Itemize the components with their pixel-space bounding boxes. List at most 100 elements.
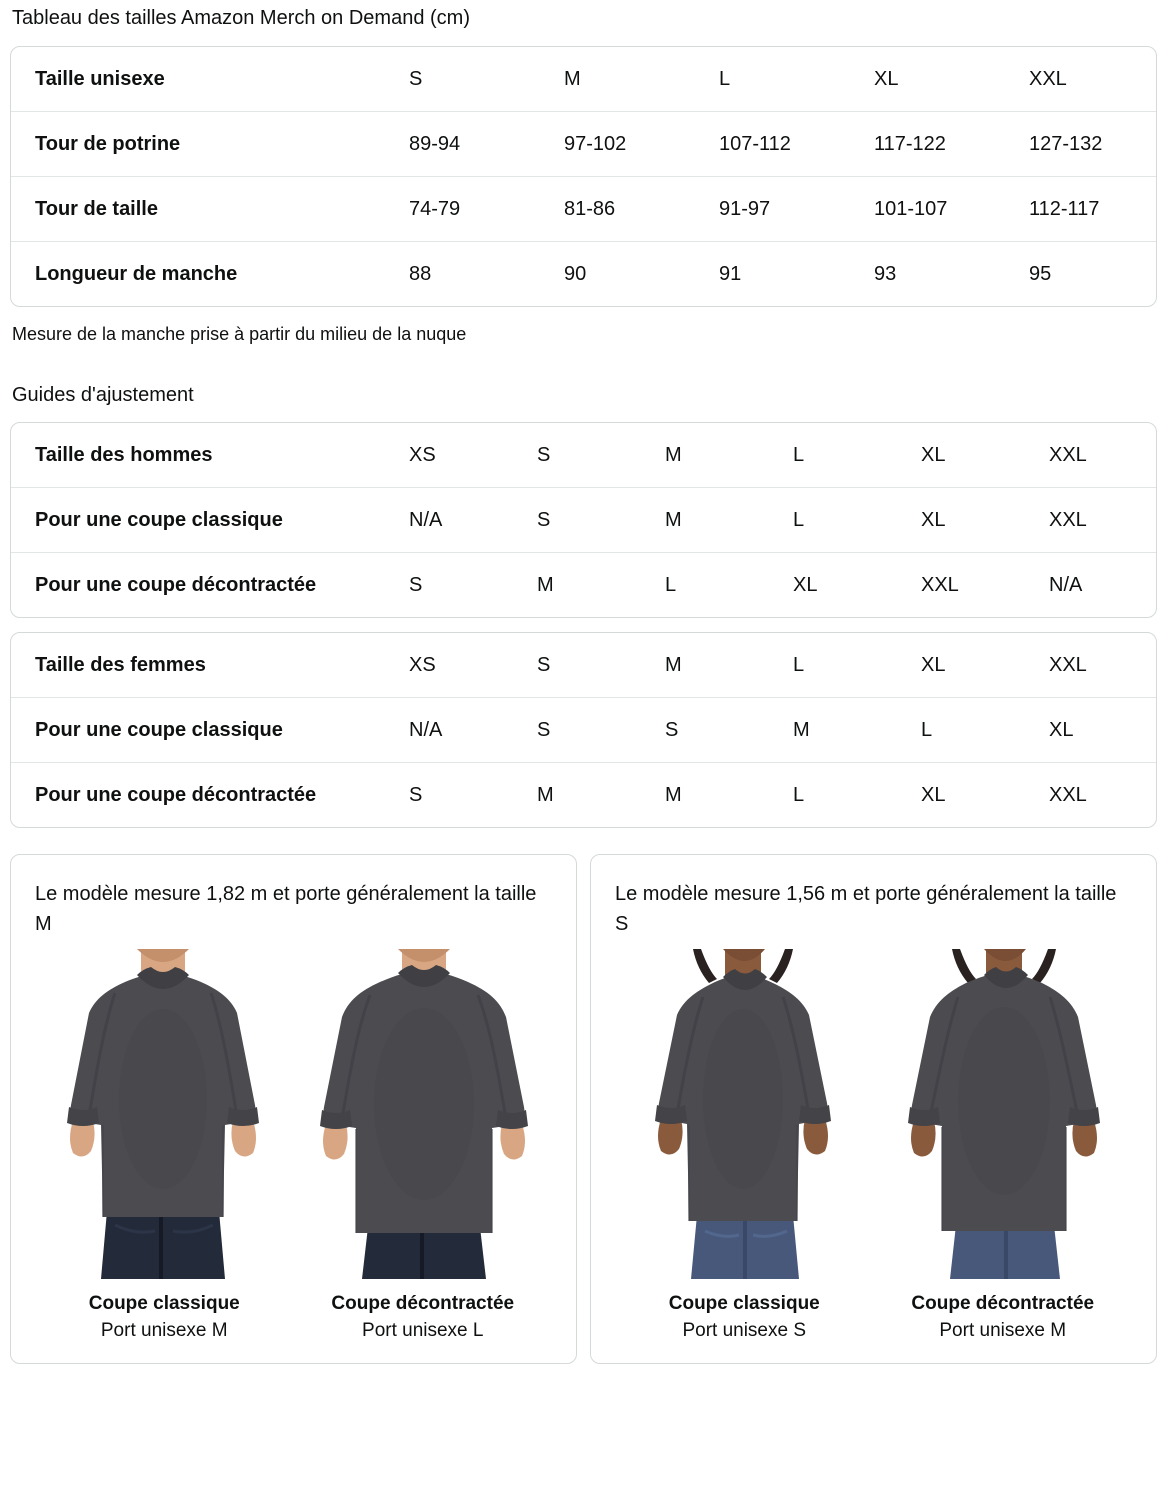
row-header-unisex-size: Taille unisexe	[35, 68, 165, 90]
table-row: Taille unisexe S M L XL XXL	[11, 47, 1156, 112]
cell: 101-107	[874, 176, 1029, 242]
size-chart-page: Tableau des tailles Amazon Merch on Dema…	[10, 7, 1157, 1364]
cell: L	[665, 552, 793, 617]
cell: XS	[409, 654, 436, 676]
cell: 93	[874, 241, 1029, 306]
cell: 81-86	[564, 176, 719, 242]
cell: 91-97	[719, 176, 874, 242]
cell: N/A	[409, 487, 537, 553]
mens-classic-fit-label-group: Coupe classique Port unisexe M	[35, 1291, 294, 1345]
cell: M	[665, 487, 793, 553]
model-cards-row: Le modèle mesure 1,82 m et porte général…	[10, 854, 1157, 1364]
cell: 74-79	[409, 176, 564, 242]
cell: XL	[793, 552, 921, 617]
row-header-mens-relaxed-fit: Pour une coupe décontractée	[11, 552, 409, 617]
cell: XS	[409, 444, 436, 466]
cell: 88	[409, 241, 564, 306]
cell: M	[537, 762, 665, 827]
womens-model-card: Le modèle mesure 1,56 m et porte général…	[590, 854, 1157, 1364]
cell: XL	[921, 762, 1049, 827]
cell: S	[537, 487, 665, 553]
table-row: Longueur de manche 88 90 91 93 95	[11, 241, 1156, 306]
female-model-relaxed-fit-illustration	[886, 949, 1123, 1279]
cell: 97-102	[564, 111, 719, 177]
fit-guides-title: Guides d'ajustement	[12, 384, 194, 406]
cell: L	[793, 654, 805, 676]
page-title: Tableau des tailles Amazon Merch on Dema…	[12, 7, 470, 29]
cell: L	[921, 697, 1049, 763]
cell: XL	[1049, 697, 1156, 763]
row-header-womens-size: Taille des femmes	[35, 654, 206, 676]
fit-type-label: Coupe décontractée	[911, 1293, 1095, 1314]
cell: XL	[921, 654, 946, 676]
cell: L	[719, 68, 731, 90]
womens-classic-fit-photo	[624, 949, 861, 1279]
cell: 90	[564, 241, 719, 306]
womens-relaxed-fit-label-group: Coupe décontractée Port unisexe M	[874, 1291, 1133, 1345]
fit-type-label: Coupe décontractée	[331, 1293, 515, 1314]
cell: XL	[921, 487, 1049, 553]
row-header-sleeve-length: Longueur de manche	[11, 241, 409, 306]
row-header-mens-classic-fit: Pour une coupe classique	[11, 487, 409, 553]
cell: 95	[1029, 241, 1156, 306]
table-row: Tour de taille 74-79 81-86 91-97 101-107…	[11, 176, 1156, 242]
male-model-relaxed-fit-illustration	[306, 949, 543, 1279]
cell: N/A	[409, 697, 537, 763]
mens-figure-labels: Coupe classique Port unisexe M Coupe déc…	[35, 1291, 552, 1345]
mens-model-card: Le modèle mesure 1,82 m et porte général…	[10, 854, 577, 1364]
cell: M	[665, 654, 682, 676]
worn-size-label: Port unisexe M	[100, 1320, 228, 1341]
cell: M	[665, 762, 793, 827]
cell: L	[793, 444, 805, 466]
male-model-classic-fit-illustration	[44, 949, 281, 1279]
fit-type-label: Coupe classique	[88, 1293, 240, 1314]
cell: 89-94	[409, 111, 564, 177]
mens-model-figures	[35, 949, 552, 1279]
cell: XL	[874, 68, 899, 90]
womens-fit-table: Taille des femmes XS S M L XL XXL Pour u…	[11, 633, 1156, 827]
cell: S	[537, 444, 551, 466]
row-header-womens-relaxed-fit: Pour une coupe décontractée	[11, 762, 409, 827]
mens-relaxed-fit-photo	[306, 949, 543, 1279]
table-row: Taille des hommes XS S M L XL XXL	[11, 423, 1156, 488]
womens-relaxed-fit-photo	[886, 949, 1123, 1279]
cell: S	[537, 654, 551, 676]
row-header-chest: Tour de potrine	[11, 111, 409, 177]
cell: L	[793, 762, 921, 827]
mens-fit-table: Taille des hommes XS S M L XL XXL Pour u…	[11, 423, 1156, 617]
cell: N/A	[1049, 552, 1156, 617]
cell: XXL	[1049, 762, 1156, 827]
table-row: Taille des femmes XS S M L XL XXL	[11, 633, 1156, 698]
cell: S	[537, 697, 665, 763]
cell: 107-112	[719, 111, 874, 177]
cell: 117-122	[874, 111, 1029, 177]
cell: M	[665, 444, 682, 466]
table-row: Pour une coupe classique N/A S M L XL XX…	[11, 487, 1156, 553]
table-row: Pour une coupe classique N/A S S M L XL	[11, 697, 1156, 763]
row-header-mens-size: Taille des hommes	[35, 444, 213, 466]
cell: XXL	[1029, 68, 1067, 90]
cell: 91	[719, 241, 874, 306]
mens-relaxed-fit-label-group: Coupe décontractée Port unisexe L	[294, 1291, 553, 1345]
cell: 112-117	[1029, 176, 1156, 242]
cell: XXL	[1049, 654, 1087, 676]
worn-size-label: Port unisexe M	[939, 1320, 1067, 1341]
worn-size-label: Port unisexe L	[362, 1320, 484, 1341]
cell: 127-132	[1029, 111, 1156, 177]
mens-classic-fit-photo	[44, 949, 281, 1279]
mens-model-description: Le modèle mesure 1,82 m et porte général…	[35, 883, 537, 935]
table-row: Pour une coupe décontractée S M L XL XXL…	[11, 552, 1156, 617]
row-header-waist: Tour de taille	[11, 176, 409, 242]
cell: L	[793, 487, 921, 553]
worn-size-label: Port unisexe S	[682, 1320, 807, 1341]
womens-fit-table-card: Taille des femmes XS S M L XL XXL Pour u…	[10, 632, 1157, 828]
mens-fit-table-card: Taille des hommes XS S M L XL XXL Pour u…	[10, 422, 1157, 618]
cell: M	[564, 68, 581, 90]
row-header-womens-classic-fit: Pour une coupe classique	[11, 697, 409, 763]
cell: S	[409, 552, 537, 617]
womens-model-description: Le modèle mesure 1,56 m et porte général…	[615, 883, 1117, 935]
cell: M	[537, 552, 665, 617]
womens-classic-fit-label-group: Coupe classique Port unisexe S	[615, 1291, 874, 1345]
cell: S	[665, 697, 793, 763]
female-model-classic-fit-illustration	[624, 949, 861, 1279]
